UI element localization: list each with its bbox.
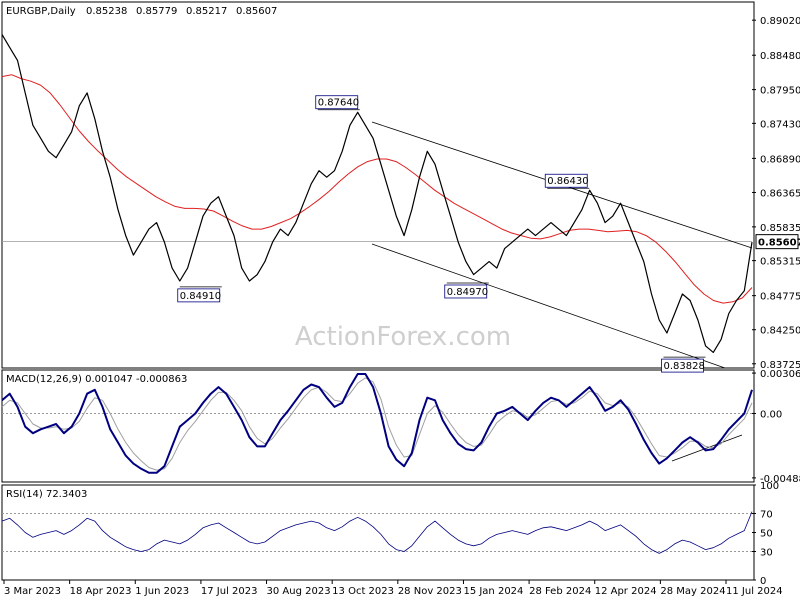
y-tick-label: 0.85315 <box>760 257 800 268</box>
y-tick-label: 0.87430 <box>760 119 800 130</box>
rsi-line <box>1 511 753 554</box>
x-tick-label: 30 Aug 2023 <box>267 586 331 597</box>
annotation-label: 0.84970 <box>447 287 488 298</box>
y-tick-label: 0.83725 <box>760 360 800 371</box>
annotation-box <box>177 288 221 303</box>
annotation-box <box>544 173 588 188</box>
y-tick-label: 0 <box>760 576 766 587</box>
annotation-label: 0.84910 <box>180 291 221 302</box>
last-price-label: 0.85607 <box>758 238 800 249</box>
annotation-box <box>444 284 488 299</box>
rsi-panel-frame <box>1 484 755 581</box>
annotation-box <box>661 358 704 373</box>
x-tick-label: 28 Feb 2024 <box>529 586 591 597</box>
y-tick-label: 30 <box>760 548 773 559</box>
channel-lower-line <box>371 243 726 369</box>
macd-line <box>1 373 753 474</box>
ma-line <box>1 74 753 304</box>
x-tick-label: 28 Nov 2023 <box>398 586 462 597</box>
y-tick-label: -0.004888 <box>760 474 800 485</box>
rsi-label: RSI(14) 72.3403 <box>6 489 87 500</box>
price-channel <box>371 121 753 462</box>
y-tick-label: 0.00 <box>760 409 782 420</box>
ohlc-low: 0.85217 <box>186 6 227 17</box>
macd-panel-frame <box>1 369 755 483</box>
macd-label: MACD(12,26,9) 0.001047 -0.000863 <box>6 374 187 385</box>
price-line <box>1 34 753 353</box>
watermark: ActionForex.com <box>295 322 511 352</box>
annotation-box <box>315 95 359 110</box>
y-tick-label: 0.88480 <box>760 51 800 62</box>
x-tick-label: 11 Jul 2024 <box>726 586 783 597</box>
series-lines <box>1 34 753 554</box>
x-tick-label: 3 Mar 2023 <box>4 586 61 597</box>
macd-axis: 0.003066 0.00 -0.004888 <box>752 369 800 485</box>
last-price-marker: 0.85607 <box>755 234 800 250</box>
annotation-label: 0.87640 <box>318 98 359 109</box>
annotation-label: 0.86430 <box>547 176 588 187</box>
rsi-axis: 100 70 50 30 0 <box>752 481 779 587</box>
y-tick-label: 0.003066 <box>760 369 800 380</box>
x-tick-label: 28 May 2024 <box>660 586 725 597</box>
ohlc-open: 0.85238 <box>86 6 127 17</box>
guide-lines <box>2 241 752 552</box>
signal-line <box>1 377 753 471</box>
ohlc-close: 0.85607 <box>236 6 277 17</box>
y-tick-label: 0.85835 <box>760 223 800 234</box>
x-tick-label: 12 Apr 2024 <box>595 586 657 597</box>
annotation-label: 0.83828 <box>664 361 705 372</box>
ohlc-high: 0.85779 <box>136 6 177 17</box>
price-axis: 0.89020 0.88480 0.87950 0.87430 0.86890 0.863… <box>752 16 800 371</box>
instrument-label: EURGBP,Daily <box>6 6 76 17</box>
x-tick-label: 1 Jun 2023 <box>135 586 189 597</box>
date-axis: 3 Mar 2023 18 Apr 2023 1 Jun 2023 17 Jul 20… <box>3 580 783 597</box>
x-tick-label: 18 Apr 2023 <box>70 586 132 597</box>
y-tick-label: 70 <box>760 510 773 521</box>
y-tick-label: 0.84250 <box>760 326 800 337</box>
y-tick-label: 0.86890 <box>760 154 800 165</box>
x-tick-label: 17 Jul 2023 <box>201 586 258 597</box>
y-tick-label: 100 <box>760 481 779 492</box>
last-price-box <box>755 234 799 250</box>
y-tick-label: 0.86365 <box>760 188 800 199</box>
y-tick-label: 0.87950 <box>760 86 800 97</box>
x-tick-label: 15 Jan 2024 <box>463 586 523 597</box>
price-panel-frame <box>1 1 755 369</box>
x-tick-label: 13 Oct 2023 <box>332 586 394 597</box>
y-tick-label: 0.84775 <box>760 292 800 303</box>
y-tick-label: 0.89020 <box>760 16 800 27</box>
price-annotations: 0.87640 0.84910 0.84970 0.86430 0.83828 <box>177 95 706 373</box>
y-tick-label: 50 <box>760 529 773 540</box>
macd-trendline <box>671 434 743 462</box>
